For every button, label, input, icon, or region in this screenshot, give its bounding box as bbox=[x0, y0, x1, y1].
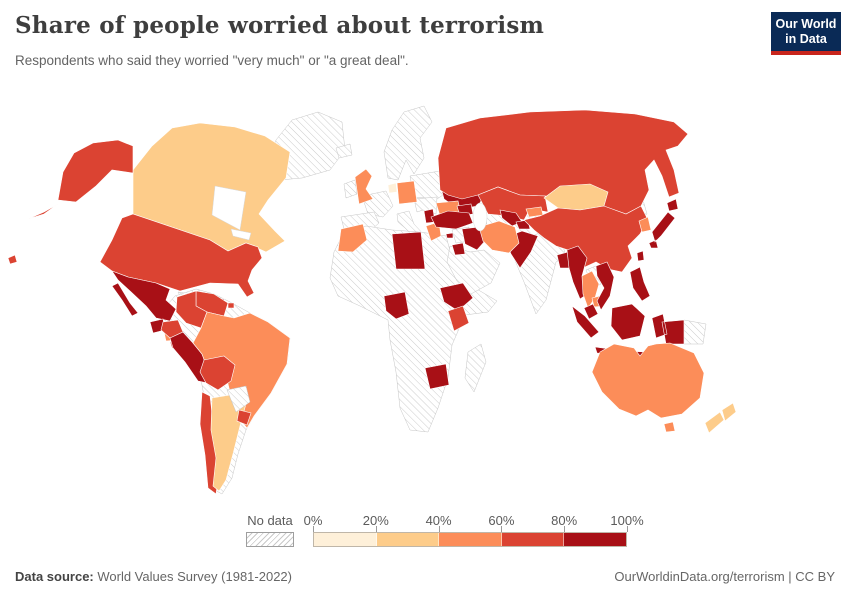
country-morocco[interactable] bbox=[337, 223, 368, 253]
country-jordan[interactable] bbox=[451, 242, 466, 256]
region-papua-new-guinea[interactable] bbox=[683, 319, 707, 345]
data-source-value: World Values Survey (1981-2022) bbox=[93, 569, 292, 584]
region-madagascar[interactable] bbox=[464, 343, 487, 393]
country-australia[interactable] bbox=[591, 342, 705, 433]
country-usa-hawaii[interactable] bbox=[7, 254, 18, 265]
data-source-label: Data source: bbox=[15, 569, 94, 584]
country-nigeria[interactable] bbox=[383, 291, 410, 320]
legend-tick-label: 100% bbox=[610, 513, 644, 528]
country-kenya[interactable] bbox=[447, 305, 470, 332]
legend-bar-wrap: 0% 20% 40% 60% 80% 100% bbox=[304, 513, 644, 547]
legend-bin-80-100%[interactable] bbox=[564, 533, 626, 546]
no-data-label: No data bbox=[247, 513, 293, 528]
country-germany[interactable] bbox=[396, 180, 418, 205]
legend-tick-label: 40% bbox=[425, 513, 452, 528]
great-lakes bbox=[230, 228, 252, 241]
legend-bin-0-20%[interactable] bbox=[314, 533, 377, 546]
region-scandinavia[interactable] bbox=[383, 105, 433, 181]
chart-footer: Data source: World Values Survey (1981-2… bbox=[15, 569, 835, 584]
region-arabia[interactable] bbox=[446, 245, 501, 296]
country-mexico[interactable] bbox=[111, 270, 177, 322]
legend-bin-40-60%[interactable] bbox=[439, 533, 502, 546]
country-usa[interactable] bbox=[99, 213, 263, 298]
legend-tick-label: 0% bbox=[303, 513, 323, 528]
legend-no-data: No data bbox=[246, 513, 294, 547]
country-japan[interactable] bbox=[648, 198, 679, 249]
attribution-link[interactable]: OurWorldinData.org/terrorism | CC BY bbox=[614, 569, 835, 584]
legend-tick-mark bbox=[375, 526, 377, 532]
hudson-bay bbox=[211, 185, 247, 231]
country-new-zealand[interactable] bbox=[704, 402, 737, 434]
country-uk[interactable] bbox=[354, 168, 374, 205]
legend-bin-60-80%[interactable] bbox=[501, 533, 565, 546]
caspian-sea bbox=[472, 202, 488, 232]
country-usa-alaska[interactable] bbox=[27, 139, 134, 220]
region-paraguay[interactable] bbox=[226, 385, 251, 413]
country-bolivia[interactable] bbox=[199, 355, 236, 391]
legend-tick-label: 60% bbox=[488, 513, 515, 528]
owid-logo[interactable]: Our World in Data bbox=[771, 12, 841, 55]
legend-bins bbox=[313, 532, 627, 547]
logo-line-2: in Data bbox=[785, 31, 827, 46]
country-netherlands[interactable] bbox=[387, 182, 398, 194]
legend-tick-label: 20% bbox=[362, 513, 389, 528]
country-taiwan[interactable] bbox=[636, 250, 645, 262]
world-map-container bbox=[0, 88, 850, 518]
country-south-korea[interactable] bbox=[638, 216, 652, 233]
region-iceland[interactable] bbox=[335, 143, 353, 159]
legend-tick-mark bbox=[564, 526, 566, 532]
legend-tick-label: 80% bbox=[551, 513, 578, 528]
country-brazil[interactable] bbox=[192, 311, 291, 429]
legend-tick-mark bbox=[438, 526, 440, 532]
world-map[interactable] bbox=[0, 88, 850, 518]
country-uruguay[interactable] bbox=[236, 409, 252, 426]
country-malaysia[interactable] bbox=[583, 303, 599, 320]
region-ireland[interactable] bbox=[343, 179, 358, 199]
legend-tick-mark bbox=[501, 526, 503, 532]
map-legend: No data 0% 20% 40% 60% 80% 100% bbox=[246, 513, 644, 547]
logo-line-1: Our World bbox=[775, 17, 837, 31]
country-puerto-rico[interactable] bbox=[227, 302, 235, 309]
legend-tick-mark bbox=[627, 526, 628, 532]
country-china[interactable] bbox=[523, 205, 649, 273]
no-data-swatch[interactable] bbox=[246, 532, 294, 547]
legend-tick-mark bbox=[313, 526, 314, 532]
country-ethiopia[interactable] bbox=[439, 282, 474, 312]
country-iran[interactable] bbox=[478, 220, 520, 254]
country-cyprus[interactable] bbox=[445, 232, 454, 239]
country-zimbabwe[interactable] bbox=[424, 363, 450, 390]
country-philippines[interactable] bbox=[629, 266, 651, 302]
country-vietnam[interactable] bbox=[595, 261, 615, 311]
country-libya[interactable] bbox=[391, 231, 426, 270]
country-turkey[interactable] bbox=[430, 210, 474, 230]
legend-bin-20-40%[interactable] bbox=[376, 533, 440, 546]
chart-subtitle: Respondents who said they worried "very … bbox=[15, 53, 409, 68]
data-source: Data source: World Values Survey (1981-2… bbox=[15, 569, 292, 584]
page-title: Share of people worried about terrorism bbox=[15, 12, 545, 39]
